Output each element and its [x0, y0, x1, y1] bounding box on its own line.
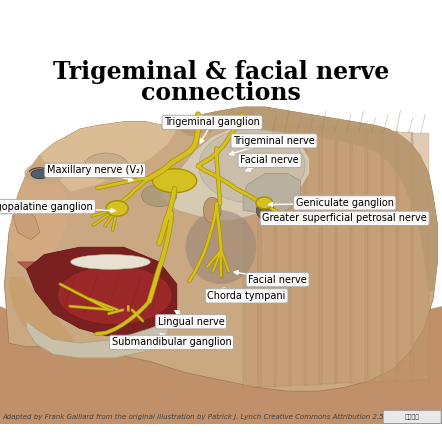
Text: Greater superficial petrosal nerve: Greater superficial petrosal nerve: [263, 213, 427, 223]
Text: Lingual nerve: Lingual nerve: [157, 317, 225, 327]
Ellipse shape: [199, 129, 305, 203]
Polygon shape: [177, 107, 438, 291]
Polygon shape: [243, 122, 261, 387]
Polygon shape: [350, 129, 368, 383]
Polygon shape: [27, 321, 168, 358]
Polygon shape: [381, 131, 398, 381]
Ellipse shape: [256, 201, 274, 220]
Text: Trigeminal ganglion: Trigeminal ganglion: [164, 118, 260, 127]
Polygon shape: [0, 306, 442, 424]
Polygon shape: [396, 132, 413, 381]
Polygon shape: [27, 247, 177, 336]
Text: Chorda tympani: Chorda tympani: [207, 291, 286, 301]
Text: Facial nerve: Facial nerve: [240, 156, 299, 165]
Text: Facial nerve: Facial nerve: [248, 274, 307, 285]
Ellipse shape: [106, 201, 128, 216]
Text: ⒸⓂⓈⒸ: ⒸⓂⓈⒸ: [405, 414, 420, 420]
Text: Trigeminal nerve: Trigeminal nerve: [233, 136, 315, 146]
Polygon shape: [9, 155, 71, 269]
Text: Geniculate ganglion: Geniculate ganglion: [296, 198, 394, 208]
Ellipse shape: [84, 153, 128, 179]
Polygon shape: [335, 128, 352, 383]
FancyBboxPatch shape: [383, 410, 441, 423]
Text: Adapted by Frank Gaillard from the original illustration by Patrick J. Lynch Cre: Adapted by Frank Gaillard from the origi…: [2, 414, 433, 420]
Ellipse shape: [203, 197, 221, 223]
Ellipse shape: [152, 169, 197, 193]
Polygon shape: [320, 127, 337, 384]
Polygon shape: [243, 173, 301, 214]
Polygon shape: [18, 262, 53, 273]
Polygon shape: [159, 129, 309, 221]
Ellipse shape: [71, 255, 150, 269]
Polygon shape: [274, 124, 291, 386]
Polygon shape: [9, 277, 80, 347]
Polygon shape: [40, 122, 177, 192]
Polygon shape: [365, 130, 383, 382]
Polygon shape: [4, 107, 438, 391]
Ellipse shape: [31, 169, 49, 179]
Polygon shape: [411, 133, 429, 380]
Text: Trigeminal & facial nerve: Trigeminal & facial nerve: [53, 60, 389, 84]
Ellipse shape: [186, 210, 256, 284]
Text: Submandibular ganglion: Submandibular ganglion: [112, 337, 231, 347]
Polygon shape: [13, 203, 40, 240]
Ellipse shape: [256, 197, 273, 209]
Text: Pterygopalatine ganglion: Pterygopalatine ganglion: [0, 202, 93, 212]
Ellipse shape: [24, 162, 64, 184]
Polygon shape: [289, 125, 307, 385]
Text: connections: connections: [141, 81, 301, 105]
Ellipse shape: [141, 184, 177, 206]
Polygon shape: [304, 126, 322, 385]
Polygon shape: [259, 123, 276, 387]
Ellipse shape: [57, 266, 172, 325]
Text: Maxillary nerve (V₂): Maxillary nerve (V₂): [47, 165, 143, 175]
